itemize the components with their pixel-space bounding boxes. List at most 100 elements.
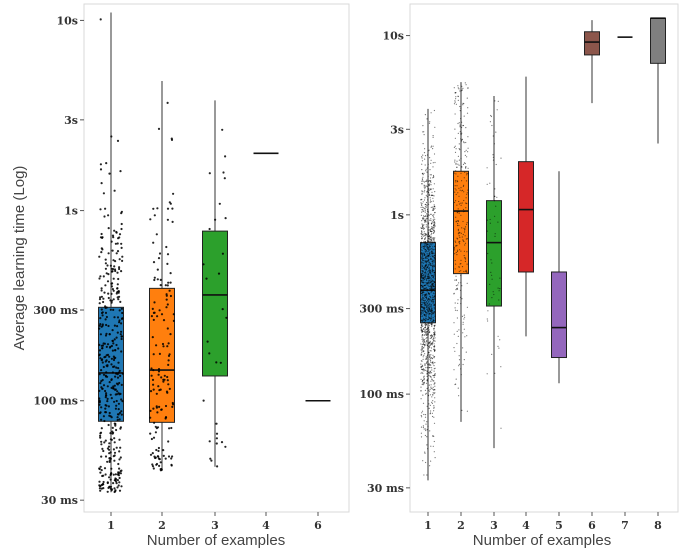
data-point bbox=[118, 438, 121, 441]
data-point bbox=[434, 392, 436, 394]
data-point bbox=[422, 279, 424, 281]
data-point bbox=[101, 314, 104, 317]
data-point bbox=[100, 455, 103, 458]
data-point bbox=[432, 200, 434, 202]
data-point bbox=[430, 146, 432, 148]
data-point bbox=[423, 231, 425, 233]
data-point bbox=[462, 104, 464, 106]
data-point bbox=[423, 474, 425, 476]
data-point bbox=[434, 367, 436, 369]
data-point bbox=[420, 328, 422, 330]
data-point bbox=[159, 284, 162, 287]
data-point bbox=[430, 347, 433, 349]
data-point bbox=[152, 311, 155, 314]
data-point bbox=[430, 309, 433, 311]
data-point bbox=[465, 351, 467, 353]
data-point bbox=[429, 230, 431, 232]
data-point bbox=[462, 163, 465, 165]
data-point bbox=[421, 331, 423, 333]
data-point bbox=[463, 199, 465, 202]
data-point bbox=[421, 253, 423, 255]
data-point bbox=[429, 245, 431, 247]
data-point bbox=[420, 204, 423, 206]
data-point bbox=[434, 258, 436, 260]
data-point bbox=[464, 235, 466, 237]
data-point bbox=[421, 270, 423, 272]
right-box-2 bbox=[453, 82, 469, 422]
data-point bbox=[431, 274, 433, 277]
data-point bbox=[459, 124, 461, 126]
data-point bbox=[110, 363, 113, 366]
data-point bbox=[433, 410, 435, 412]
data-point bbox=[421, 183, 423, 185]
data-point bbox=[420, 248, 422, 250]
data-point bbox=[106, 447, 109, 450]
data-point bbox=[426, 474, 428, 476]
iqr-box bbox=[453, 170, 469, 275]
data-point bbox=[206, 340, 209, 343]
data-point bbox=[426, 313, 428, 315]
data-point bbox=[427, 285, 429, 287]
data-point bbox=[118, 450, 121, 453]
data-point bbox=[428, 189, 430, 191]
data-point bbox=[425, 170, 427, 172]
data-point bbox=[116, 242, 119, 245]
data-point bbox=[433, 255, 435, 257]
data-point bbox=[428, 254, 430, 256]
data-point bbox=[463, 240, 465, 243]
data-point bbox=[434, 278, 436, 280]
data-point bbox=[110, 438, 113, 441]
data-point bbox=[105, 394, 108, 397]
data-point bbox=[433, 204, 435, 206]
data-point bbox=[434, 126, 436, 128]
data-point bbox=[426, 305, 428, 307]
data-point bbox=[456, 212, 458, 214]
right-box-1 bbox=[420, 108, 436, 481]
data-point bbox=[461, 85, 463, 87]
data-point bbox=[425, 461, 427, 464]
data-point bbox=[121, 372, 124, 375]
data-point bbox=[425, 206, 427, 208]
data-point bbox=[456, 185, 458, 187]
data-point bbox=[466, 192, 468, 194]
data-point bbox=[102, 487, 105, 490]
data-point bbox=[113, 441, 116, 444]
data-point bbox=[152, 388, 155, 391]
data-point bbox=[463, 162, 466, 164]
data-point bbox=[429, 252, 431, 254]
data-point bbox=[101, 447, 104, 450]
data-point bbox=[427, 240, 429, 243]
data-point bbox=[428, 149, 430, 151]
data-point bbox=[111, 270, 114, 273]
data-point bbox=[433, 325, 435, 327]
data-point bbox=[424, 282, 426, 284]
data-point bbox=[428, 240, 430, 242]
data-point bbox=[499, 288, 501, 290]
data-point bbox=[462, 233, 464, 236]
data-point bbox=[420, 214, 422, 216]
data-point bbox=[429, 197, 431, 199]
data-point bbox=[430, 213, 432, 215]
data-point bbox=[461, 132, 463, 134]
data-point bbox=[158, 252, 162, 255]
data-point bbox=[99, 434, 102, 437]
data-point bbox=[423, 339, 425, 341]
data-point bbox=[420, 233, 423, 235]
data-point bbox=[433, 287, 435, 289]
data-point bbox=[432, 292, 435, 294]
data-point bbox=[121, 400, 124, 403]
data-point bbox=[428, 262, 430, 264]
data-point bbox=[424, 320, 426, 322]
data-point bbox=[112, 342, 115, 345]
data-point bbox=[108, 346, 112, 349]
data-point bbox=[429, 355, 431, 357]
data-point bbox=[429, 177, 432, 179]
data-point bbox=[427, 322, 429, 324]
data-point bbox=[224, 155, 227, 158]
data-point bbox=[430, 386, 432, 388]
data-point bbox=[115, 336, 118, 339]
data-point bbox=[433, 348, 435, 350]
data-point bbox=[98, 327, 101, 330]
data-point bbox=[219, 361, 222, 364]
